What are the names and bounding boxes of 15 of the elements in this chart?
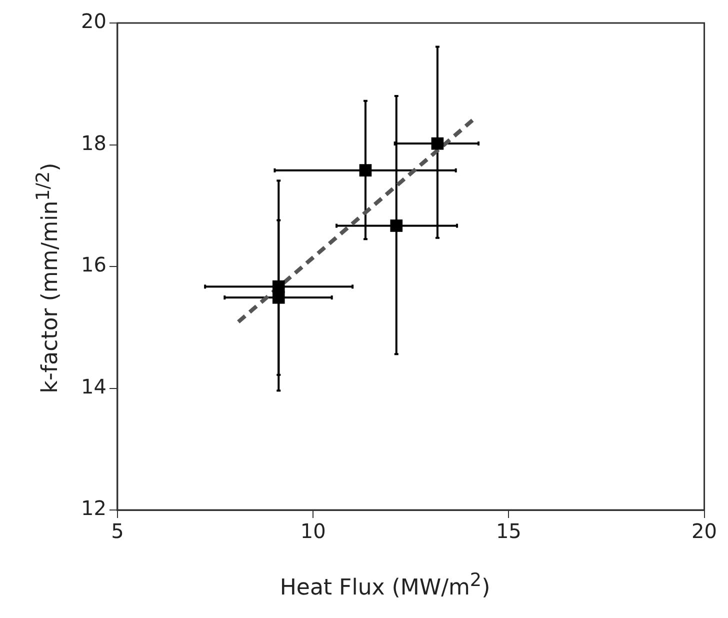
point <box>431 137 444 150</box>
x-tick-label: 10 <box>300 519 326 544</box>
y-tick-label: 12 <box>80 496 106 520</box>
point <box>272 291 285 304</box>
y-tick-label: 16 <box>80 252 106 277</box>
point <box>390 220 403 232</box>
point <box>272 280 285 293</box>
y-tick-label: 20 <box>80 9 106 34</box>
x-tick-label: 20 <box>692 519 717 544</box>
x-tick-label: 5 <box>111 519 124 544</box>
x-axis-title: Heat Flux (MW/m$^{2}$) <box>280 570 490 600</box>
y-tick-label: 14 <box>80 374 106 398</box>
y-tick-label: 18 <box>80 130 106 155</box>
point <box>359 164 372 176</box>
x-tick-label: 15 <box>496 519 522 544</box>
